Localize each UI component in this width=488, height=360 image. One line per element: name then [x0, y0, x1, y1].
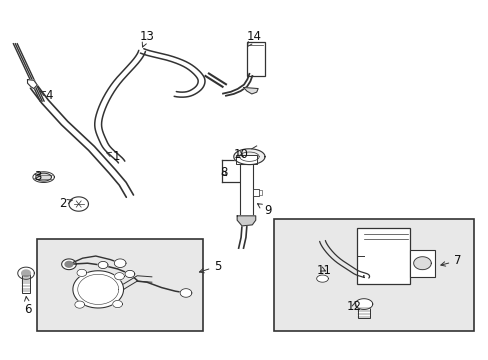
Polygon shape: [18, 267, 34, 279]
Polygon shape: [112, 301, 122, 308]
Text: 14: 14: [246, 30, 262, 46]
Polygon shape: [73, 271, 123, 308]
Text: 1: 1: [106, 150, 120, 163]
Text: 9: 9: [257, 204, 271, 217]
Polygon shape: [75, 301, 84, 308]
Polygon shape: [316, 275, 328, 282]
Text: 5: 5: [199, 260, 221, 273]
Polygon shape: [237, 216, 255, 226]
Polygon shape: [233, 149, 264, 165]
Text: 3: 3: [34, 170, 41, 183]
Bar: [409, 250, 434, 277]
Polygon shape: [413, 257, 430, 270]
Bar: [357, 304, 369, 318]
Polygon shape: [180, 289, 191, 297]
Text: 12: 12: [346, 300, 361, 313]
Text: 11: 11: [316, 264, 331, 277]
Polygon shape: [114, 273, 124, 280]
Bar: [356, 228, 409, 284]
Bar: [259, 190, 262, 195]
Text: 4: 4: [40, 89, 53, 102]
Polygon shape: [61, 259, 76, 270]
Polygon shape: [33, 172, 54, 183]
Text: 6: 6: [24, 297, 32, 316]
Polygon shape: [65, 261, 73, 267]
Polygon shape: [21, 270, 30, 276]
Polygon shape: [125, 270, 135, 278]
Bar: [37, 239, 203, 330]
Polygon shape: [243, 87, 258, 94]
Polygon shape: [77, 269, 86, 276]
Polygon shape: [114, 259, 126, 267]
Text: 10: 10: [233, 148, 248, 161]
Bar: [273, 220, 473, 330]
Polygon shape: [69, 197, 88, 211]
Bar: [21, 273, 30, 293]
Text: 8: 8: [220, 166, 227, 179]
Polygon shape: [354, 299, 372, 310]
Bar: [239, 164, 253, 216]
Text: 7: 7: [440, 254, 461, 267]
Bar: [235, 155, 257, 164]
Text: 13: 13: [140, 30, 154, 47]
Polygon shape: [36, 173, 51, 181]
Text: 2: 2: [59, 197, 72, 210]
Polygon shape: [98, 261, 108, 269]
Polygon shape: [27, 80, 37, 89]
Bar: [246, 42, 265, 76]
Bar: [253, 189, 259, 196]
